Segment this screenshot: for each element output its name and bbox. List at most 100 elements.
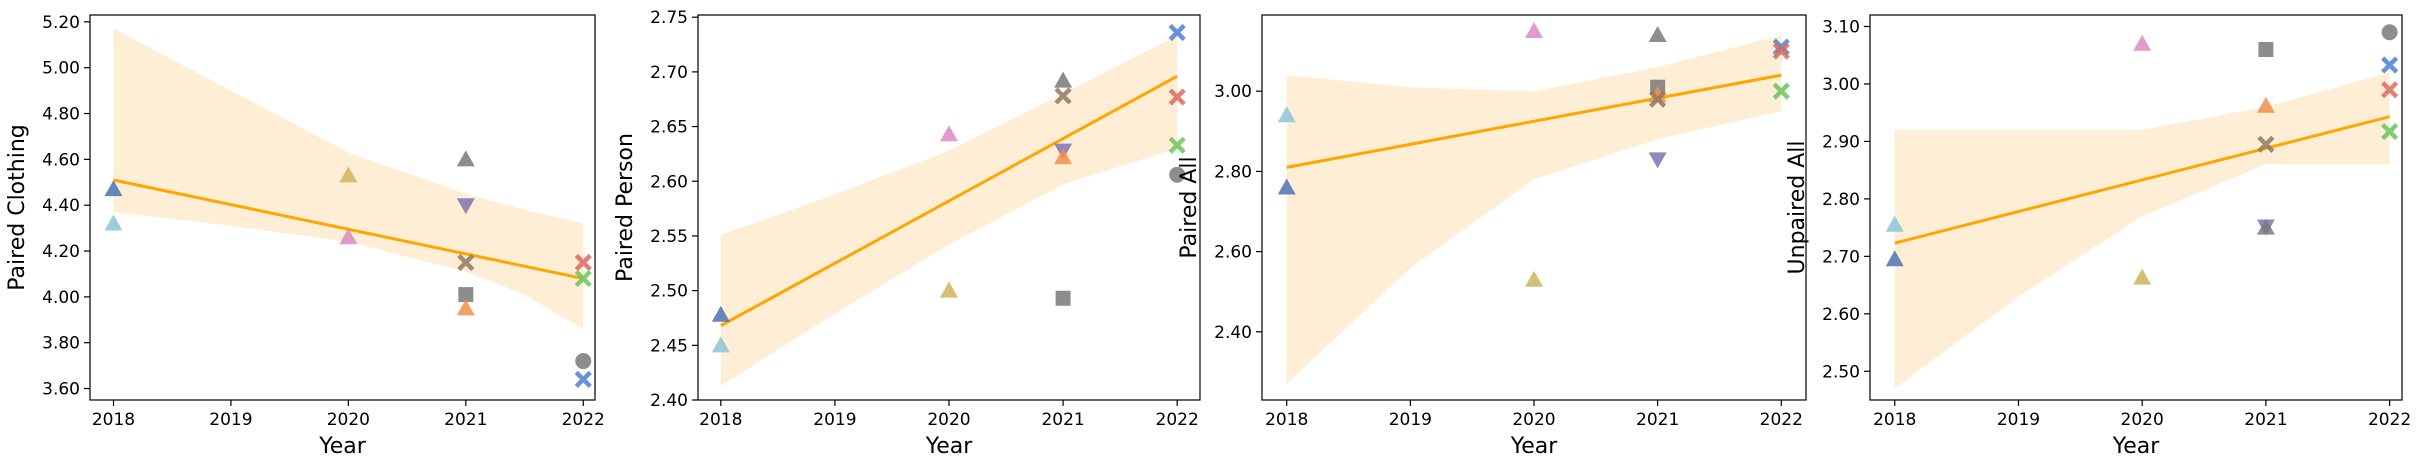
data-point xyxy=(574,269,592,288)
y-tick-label: 4.60 xyxy=(42,150,80,170)
y-tick-label: 2.60 xyxy=(1822,305,1860,325)
data-point xyxy=(1772,42,1790,60)
y-tick-label: 2.70 xyxy=(1822,247,1860,267)
y-tick-label: 2.45 xyxy=(650,336,688,356)
x-tick-label: 2021 xyxy=(2244,410,2287,430)
y-tick-label: 5.00 xyxy=(42,59,80,79)
data-point xyxy=(1277,106,1296,123)
subplot-2: 2018 2019 2020 2021 2022 2.40 2.45 2.50 2.55 2.60… xyxy=(613,8,1201,459)
data-point xyxy=(2257,135,2275,153)
x-axis-label: Year xyxy=(925,434,974,459)
data-point xyxy=(1168,88,1186,106)
confidence-band xyxy=(1894,72,2390,389)
y-tick-label: 2.90 xyxy=(1822,132,1860,152)
data-point xyxy=(456,198,475,215)
x-tick-label: 2020 xyxy=(927,410,970,430)
data-point xyxy=(1772,82,1790,100)
x-tick-label: 2022 xyxy=(562,410,605,430)
confidence-band xyxy=(720,35,1178,386)
y-tick-label: 5.20 xyxy=(42,13,80,33)
x-tick-label: 2021 xyxy=(444,410,487,430)
data-point xyxy=(104,214,123,231)
data-point xyxy=(1772,38,1790,56)
data-point xyxy=(1525,270,1543,287)
y-tick-label: 4.80 xyxy=(42,105,80,125)
data-point xyxy=(2133,34,2152,51)
data-point xyxy=(1525,22,1543,39)
data-point xyxy=(711,305,730,322)
y-tick-label: 2.75 xyxy=(650,8,688,28)
y-tick-label: 3.00 xyxy=(1822,75,1860,95)
y-tick-label: 3.60 xyxy=(42,380,80,400)
y-tick-label: 2.80 xyxy=(1214,162,1252,182)
data-point xyxy=(575,353,592,370)
x-tick-label: 2021 xyxy=(1636,410,1679,430)
y-tick-label: 2.50 xyxy=(1822,362,1860,382)
data-point xyxy=(1277,178,1296,195)
x-axis-label: Year xyxy=(318,434,367,459)
data-point xyxy=(2256,96,2275,113)
data-point xyxy=(104,180,123,197)
data-point xyxy=(1648,152,1667,169)
x-tick-label: 2019 xyxy=(209,410,252,430)
y-tick-label: 2.60 xyxy=(650,172,688,192)
x-tick-label: 2022 xyxy=(1156,410,1199,430)
x-tick-label: 2020 xyxy=(1512,410,1555,430)
x-tick-label: 2019 xyxy=(813,410,856,430)
data-point xyxy=(456,150,475,167)
data-point xyxy=(574,370,592,388)
x-tick-label: 2019 xyxy=(1997,410,2040,430)
y-tick-label: 2.80 xyxy=(1822,190,1860,210)
data-point xyxy=(1168,23,1186,42)
y-tick-label: 4.00 xyxy=(42,288,80,308)
y-axis-label: Paired Person xyxy=(613,133,638,282)
data-point xyxy=(2258,41,2274,57)
y-tick-label: 4.20 xyxy=(42,242,80,262)
y-tick-label: 2.60 xyxy=(1214,243,1252,263)
regression-line xyxy=(1894,115,2390,245)
axes-frame xyxy=(1869,14,2403,401)
data-point xyxy=(457,253,475,272)
data-point xyxy=(1054,71,1073,88)
x-axis-label: Year xyxy=(1510,434,1559,459)
y-tick-label: 2.65 xyxy=(650,118,688,138)
data-point xyxy=(940,125,958,142)
x-tick-label: 2018 xyxy=(1873,410,1916,430)
y-tick-label: 2.50 xyxy=(650,282,688,302)
y-axis-label: Paired All xyxy=(1177,156,1202,258)
x-tick-label: 2018 xyxy=(92,410,135,430)
x-tick-label: 2018 xyxy=(699,410,742,430)
y-tick-label: 2.55 xyxy=(650,227,688,247)
axes-frame xyxy=(89,14,596,401)
data-point xyxy=(1168,136,1186,154)
data-point xyxy=(2381,24,2398,41)
y-axis-label: Paired Clothing xyxy=(5,124,30,290)
data-point xyxy=(1054,87,1072,105)
data-point xyxy=(1055,290,1071,306)
data-point xyxy=(1648,86,1667,103)
data-point xyxy=(1885,250,1904,267)
data-point xyxy=(1169,166,1186,183)
data-point xyxy=(339,228,358,245)
subplot-1: 2018 2019 2020 2021 2022 3.60 3.80 4.00 4.20 4.40… xyxy=(5,13,605,459)
y-axis-label: Unpaired All xyxy=(1785,141,1810,275)
subplot-4: 2018 2019 2020 2021 2022 2.50 2.60 2.70 2.80 2.90… xyxy=(1785,14,2411,459)
y-tick-label: 3.80 xyxy=(42,334,80,354)
y-tick-label: 2.40 xyxy=(1214,323,1252,343)
y-tick-label: 2.70 xyxy=(650,63,688,83)
confidence-band xyxy=(1286,35,1782,384)
y-tick-label: 4.40 xyxy=(42,196,80,216)
regression-line xyxy=(720,74,1178,327)
subplot-3: 2018 2019 2020 2021 2022 2.40 2.60 2.80 3.00 Year… xyxy=(1177,14,1807,459)
x-tick-label: 2022 xyxy=(1760,410,1803,430)
y-tick-label: 3.10 xyxy=(1822,17,1860,37)
data-point xyxy=(2133,268,2152,285)
x-tick-label: 2019 xyxy=(1389,410,1432,430)
data-point xyxy=(1885,215,1904,232)
data-point xyxy=(1648,26,1667,43)
data-point xyxy=(1649,90,1667,108)
x-tick-label: 2021 xyxy=(1041,410,1084,430)
data-point xyxy=(711,336,730,353)
data-point xyxy=(2381,123,2399,141)
